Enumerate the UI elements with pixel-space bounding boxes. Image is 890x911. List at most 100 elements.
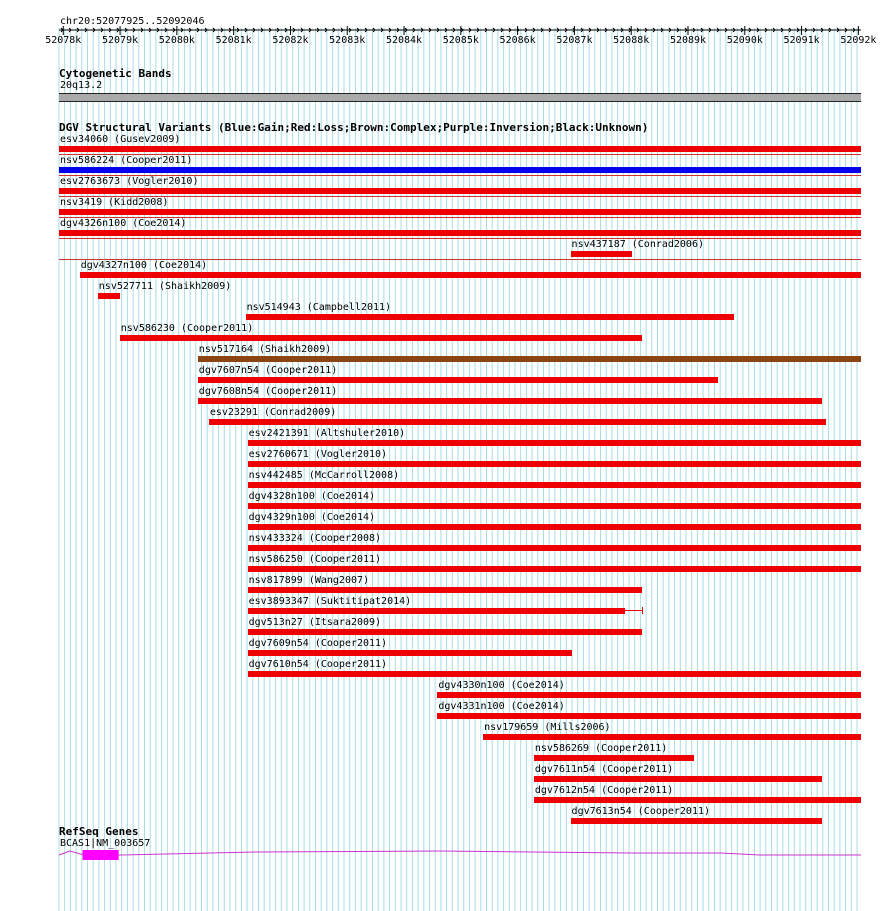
variant-bar[interactable] <box>247 545 861 551</box>
variant-bar[interactable] <box>570 818 822 824</box>
row-separator <box>59 259 861 260</box>
strand-arrow <box>244 27 248 33</box>
variant-label[interactable]: esv2760671 (Vogler2010) <box>248 449 388 460</box>
strand-arrow <box>284 27 288 33</box>
strand-arrow <box>708 27 712 33</box>
variant-bar[interactable] <box>247 503 861 509</box>
strand-arrow <box>444 27 448 33</box>
strand-arrow <box>196 27 200 33</box>
variant-label[interactable]: dgv4330n100 (Coe2014) <box>438 680 565 691</box>
strand-arrow <box>756 27 760 33</box>
strand-arrow <box>148 27 152 33</box>
variant-bar[interactable] <box>570 251 632 257</box>
ruler-tick-label: 52086k <box>499 35 536 46</box>
variant-bar[interactable] <box>59 209 861 215</box>
strand-arrow <box>508 27 512 33</box>
cytoband-bar[interactable] <box>59 93 861 102</box>
variant-label[interactable]: dgv7608n54 (Cooper2011) <box>198 386 338 397</box>
variant-bar[interactable] <box>247 608 625 614</box>
variant-bar[interactable] <box>97 293 120 299</box>
variant-bar[interactable] <box>247 440 861 446</box>
variant-bar[interactable] <box>197 377 719 383</box>
variant-label[interactable]: esv2763673 (Vogler2010) <box>60 176 199 187</box>
variant-label[interactable]: dgv4331n100 (Coe2014) <box>438 701 565 712</box>
variant-label[interactable]: esv34060 (Gusev2009) <box>60 134 181 145</box>
variant-bar[interactable] <box>59 146 861 152</box>
ruler-tick-label: 52081k <box>215 35 252 46</box>
variant-label[interactable]: dgv7612n54 (Cooper2011) <box>534 785 674 796</box>
variant-label[interactable]: nsv433324 (Cooper2008) <box>248 533 382 544</box>
variant-label[interactable]: nsv437187 (Conrad2006) <box>571 239 704 250</box>
variant-bar[interactable] <box>533 776 822 782</box>
variant-label[interactable]: dgv7613n54 (Cooper2011) <box>571 806 711 817</box>
row-separator <box>59 154 861 155</box>
gene-exon <box>82 850 119 860</box>
strand-arrow <box>156 27 160 33</box>
variant-label[interactable]: nsv817899 (Wang2007) <box>248 575 370 586</box>
variant-label[interactable]: dgv7610n54 (Cooper2011) <box>248 659 388 670</box>
strand-arrow <box>612 27 616 33</box>
variant-label[interactable]: nsv179659 (Mills2006) <box>484 722 611 733</box>
variant-bar[interactable] <box>59 167 861 173</box>
strand-arrow <box>620 27 624 33</box>
variant-bar[interactable] <box>119 335 642 341</box>
variant-label[interactable]: nsv527711 (Shaikh2009) <box>98 281 232 292</box>
variant-bar[interactable] <box>245 314 735 320</box>
strand-arrow <box>524 27 528 33</box>
strand-arrow <box>780 27 784 33</box>
variant-bar[interactable] <box>247 650 572 656</box>
variant-label[interactable]: nsv586269 (Cooper2011) <box>534 743 668 754</box>
gene-label[interactable]: BCAS1|NM_003657 <box>60 838 151 849</box>
variant-bar[interactable] <box>437 692 861 698</box>
variant-label[interactable]: dgv7609n54 (Cooper2011) <box>248 638 388 649</box>
variant-label[interactable]: dgv4328n100 (Coe2014) <box>248 491 376 502</box>
variant-bar[interactable] <box>437 713 861 719</box>
variant-bar[interactable] <box>533 755 695 761</box>
variant-label[interactable]: nsv442485 (McCarroll2008) <box>248 470 400 481</box>
variant-label[interactable]: nsv517164 (Shaikh2009) <box>198 344 332 355</box>
strand-arrow <box>172 27 176 33</box>
variant-bar[interactable] <box>197 356 861 362</box>
strand-arrow <box>836 27 840 33</box>
variant-bar[interactable] <box>197 398 822 404</box>
variant-label[interactable]: nsv586250 (Cooper2011) <box>248 554 382 565</box>
strand-arrow <box>324 27 328 33</box>
strand-arrow <box>348 27 352 33</box>
variant-label[interactable]: nsv586230 (Cooper2011) <box>120 323 254 334</box>
strand-arrow <box>548 27 552 33</box>
variant-bar[interactable] <box>483 734 861 740</box>
ruler-tick-label: 52084k <box>385 35 423 46</box>
variant-label[interactable]: dgv7607n54 (Cooper2011) <box>198 365 338 376</box>
refseq-title: RefSeq Genes <box>59 825 139 838</box>
variant-label[interactable]: dgv4327n100 (Coe2014) <box>80 260 208 271</box>
row-separator <box>59 196 861 197</box>
variant-bar[interactable] <box>59 188 861 194</box>
variant-bar[interactable] <box>59 230 861 236</box>
variant-bar[interactable] <box>247 671 861 677</box>
variant-bar[interactable] <box>247 629 642 635</box>
strand-arrow <box>116 27 120 33</box>
strand-arrow <box>204 27 208 33</box>
variant-label[interactable]: nsv3419 (Kidd2008) <box>60 197 169 208</box>
variant-label[interactable]: nsv514943 (Campbell2011) <box>246 302 392 313</box>
ruler-tick-label: 52079k <box>101 35 139 46</box>
variant-label[interactable]: nsv586224 (Cooper2011) <box>60 155 193 166</box>
variant-label[interactable]: dgv4326n100 (Coe2014) <box>60 218 187 229</box>
variant-bar[interactable] <box>247 461 861 467</box>
variant-bar[interactable] <box>247 566 861 572</box>
variant-bar[interactable] <box>79 272 861 278</box>
variant-bar[interactable] <box>247 587 642 593</box>
variant-bar[interactable] <box>208 419 826 425</box>
strand-arrow <box>388 27 392 33</box>
variant-bar[interactable] <box>247 524 861 530</box>
variant-label[interactable]: dgv7611n54 (Cooper2011) <box>534 764 674 775</box>
gene-model[interactable] <box>0 845 890 865</box>
variant-label[interactable]: esv23291 (Conrad2009) <box>209 407 337 418</box>
variant-bar[interactable] <box>247 482 861 488</box>
variant-label[interactable]: dgv513n27 (Itsara2009) <box>248 617 382 628</box>
strand-arrow <box>180 27 184 33</box>
variant-label[interactable]: dgv4329n100 (Coe2014) <box>248 512 376 523</box>
variant-label[interactable]: esv3893347 (Suktitipat2014) <box>248 596 412 607</box>
variant-bar[interactable] <box>533 797 861 803</box>
variant-label[interactable]: esv2421391 (Altshuler2010) <box>248 428 406 439</box>
